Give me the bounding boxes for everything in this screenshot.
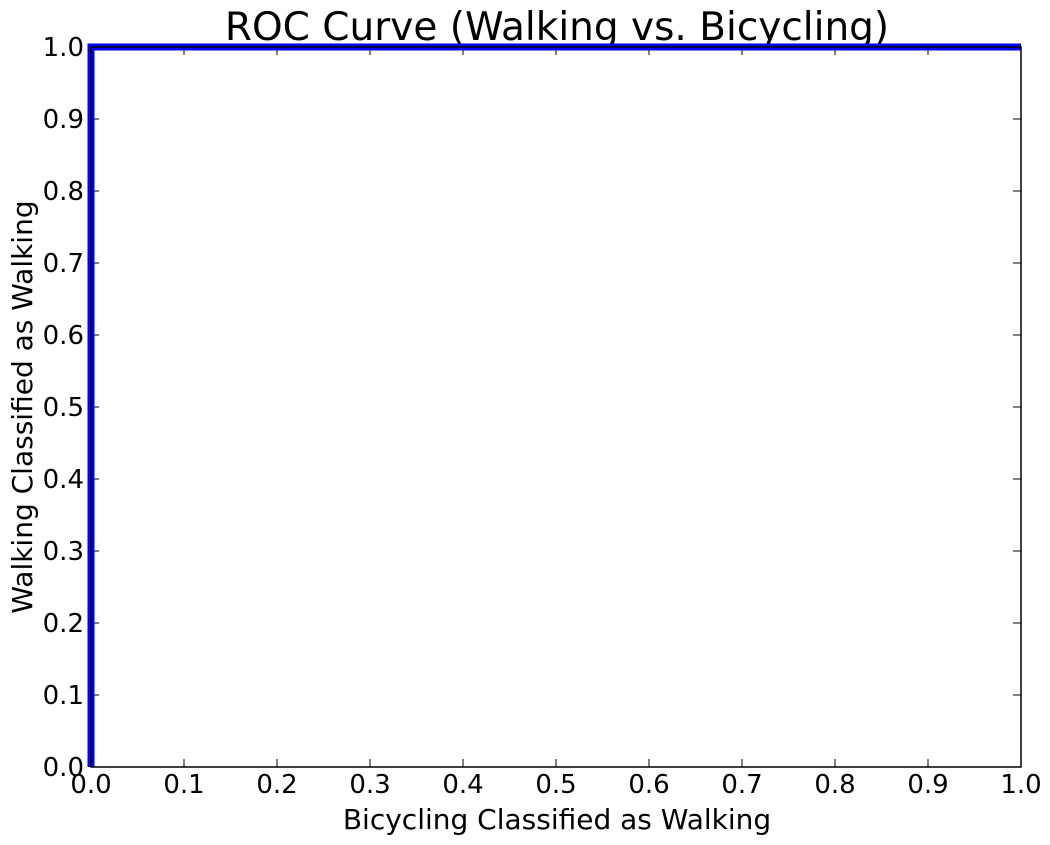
x-axis: 0.0 0.1 0.2 0.3 0.4 0.5 0.6 0.7 0.8 0.9 1.0 xyxy=(70,47,1042,800)
y-tick-label: 0.1 xyxy=(43,681,84,711)
x-tick-label: 0.4 xyxy=(442,770,483,800)
y-tick-label: 0.8 xyxy=(43,177,84,207)
y-tick-label: 0.5 xyxy=(43,393,84,423)
y-tick-label: 0.6 xyxy=(43,321,84,351)
y-tick-label: 0.2 xyxy=(43,609,84,639)
y-tick-label: 1.0 xyxy=(43,33,84,63)
y-tick-label: 0.7 xyxy=(43,249,84,279)
y-axis: 0.0 0.1 0.2 0.3 0.4 0.5 0.6 0.7 0.8 0.9 1.0 xyxy=(43,33,1021,783)
x-tick-label: 0.5 xyxy=(535,770,576,800)
x-tick-label: 0.9 xyxy=(907,770,948,800)
chart-title: ROC Curve (Walking vs. Bicycling) xyxy=(225,5,889,50)
y-tick-label: 0.4 xyxy=(43,465,84,495)
y-tick-label: 0.0 xyxy=(43,753,84,783)
y-tick-label: 0.3 xyxy=(43,537,84,567)
x-tick-label: 0.2 xyxy=(256,770,297,800)
x-tick-label: 0.3 xyxy=(349,770,390,800)
plot-frame xyxy=(90,46,1022,768)
x-tick-label: 0.1 xyxy=(163,770,204,800)
x-tick-label: 0.7 xyxy=(721,770,762,800)
x-tick-label: 0.0 xyxy=(70,770,111,800)
x-tick-label: 0.6 xyxy=(628,770,669,800)
y-tick-label: 0.9 xyxy=(43,105,84,135)
x-tick-label: 0.8 xyxy=(814,770,855,800)
plot-area xyxy=(91,47,1021,767)
y-axis-label: Walking Classified as Walking xyxy=(6,200,39,613)
x-tick-label: 1.0 xyxy=(1000,770,1041,800)
x-axis-label: Bicycling Classified as Walking xyxy=(343,803,771,836)
